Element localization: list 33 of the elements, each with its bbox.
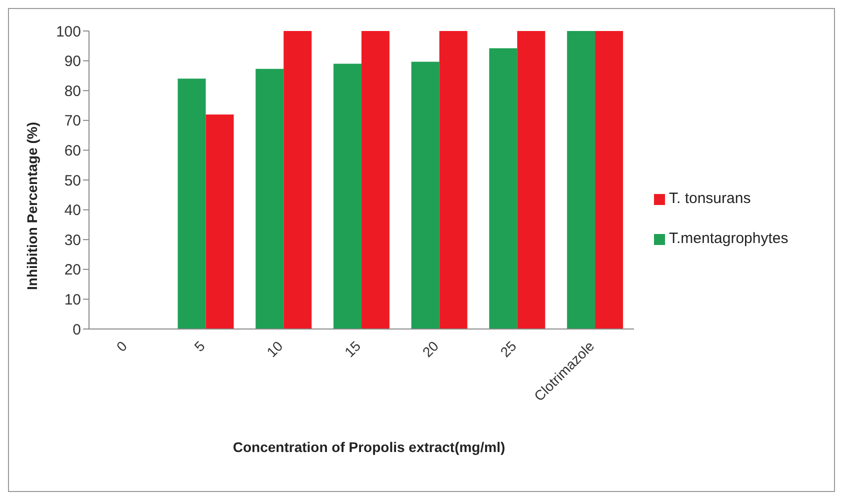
y-tick-label: 10 [64,292,81,309]
bar [411,62,440,329]
y-tick-label: 20 [64,262,81,279]
bar [489,48,518,329]
bar [439,31,468,329]
bar [206,114,234,329]
y-tick-label: 80 [64,82,81,100]
x-axis-title: Concentration of Propolis extract(mg/ml) [232,439,506,455]
x-tick-label: 15 [341,338,364,360]
bar [256,68,284,329]
y-tick-label: 70 [64,112,81,130]
x-tick-label: 5 [191,338,208,355]
bar [178,78,206,329]
y-tick-label: 60 [64,142,81,160]
bar [361,31,390,329]
bar [333,64,362,329]
legend-label: T.mentagrophytes [669,230,788,247]
y-tick-label: 90 [64,53,81,70]
x-tick-label: 10 [263,338,286,360]
bar [595,31,624,329]
bar [567,31,596,329]
legend-label: T. tonsurans [669,190,751,207]
x-tick-label: 20 [419,338,442,360]
bar [517,31,546,329]
y-tick-label: 100 [56,23,81,40]
y-tick-label: 50 [64,172,81,190]
x-tick-label: 0 [113,338,130,355]
y-tick-label: 0 [72,321,81,338]
y-tick-label: 40 [64,202,81,220]
bar [284,31,312,329]
x-tick-label: 25 [497,338,520,360]
y-axis-title: Inhibition Percentage (%) [24,122,40,290]
y-tick-label: 30 [64,232,81,249]
